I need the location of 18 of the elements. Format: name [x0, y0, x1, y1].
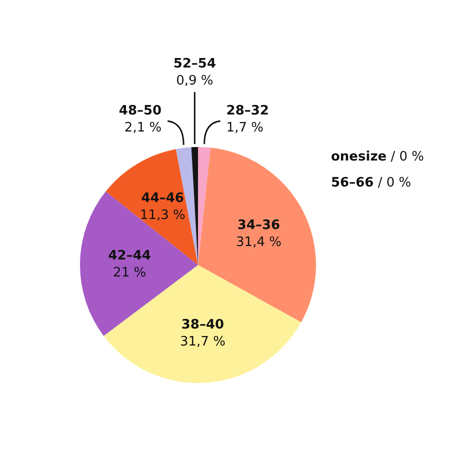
text: / 0 %	[378, 175, 412, 190]
data-label: 11,3 %	[140, 208, 186, 223]
category-label: 56–66	[331, 175, 374, 190]
data-label: 31,7 %	[180, 334, 226, 350]
slice-label: 52–54	[173, 56, 216, 72]
data-label: 2,1 %	[124, 120, 162, 136]
slice-label: 44–46	[141, 190, 184, 206]
slice-label: 34–36	[237, 218, 280, 233]
data-label: 21 %	[113, 265, 146, 280]
slice-label: 42–44	[108, 248, 151, 264]
data-label: 31,4 %	[236, 234, 282, 250]
text: / 0 %	[390, 149, 424, 164]
data-label: 0,9 %	[176, 73, 214, 88]
category-label: onesize	[331, 149, 387, 164]
data-label: 1,7 %	[226, 120, 264, 136]
slice-label: 38–40	[181, 318, 224, 333]
slice-label: 48–50	[118, 103, 162, 118]
slice-label: 28–32	[226, 103, 269, 118]
